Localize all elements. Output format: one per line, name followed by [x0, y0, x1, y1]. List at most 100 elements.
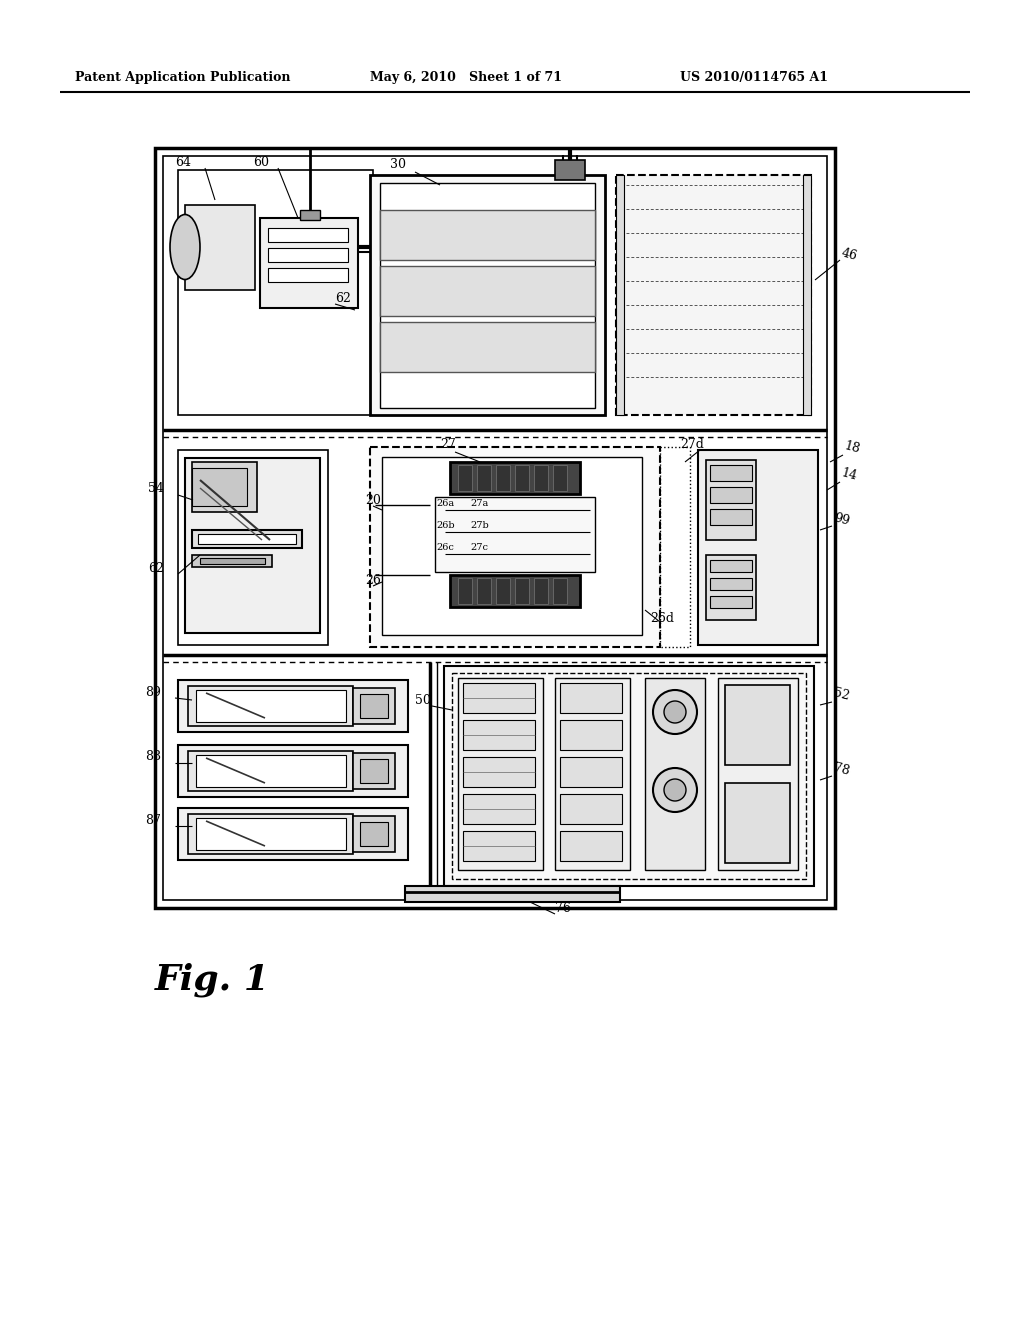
Bar: [178, 170, 373, 414]
Bar: [710, 510, 752, 525]
Bar: [347, 148, 359, 908]
Text: 27a: 27a: [470, 499, 488, 507]
Bar: [343, 148, 362, 908]
Bar: [710, 465, 752, 480]
Text: US 2010/0114765 A1: US 2010/0114765 A1: [680, 71, 828, 84]
Text: 26c: 26c: [436, 543, 454, 552]
Text: 26d: 26d: [650, 611, 674, 624]
Bar: [196, 755, 346, 787]
Bar: [193, 554, 272, 568]
Bar: [268, 228, 348, 242]
Bar: [185, 205, 255, 290]
Bar: [463, 682, 535, 713]
Bar: [560, 756, 622, 787]
Text: Fig. 1: Fig. 1: [155, 962, 270, 997]
Bar: [560, 719, 622, 750]
Bar: [553, 465, 567, 491]
Bar: [463, 795, 535, 824]
Bar: [534, 465, 548, 491]
Circle shape: [653, 690, 697, 734]
Bar: [458, 465, 472, 491]
Bar: [477, 465, 490, 491]
Bar: [178, 450, 328, 645]
Bar: [515, 465, 529, 491]
Bar: [435, 498, 595, 572]
Bar: [370, 176, 605, 414]
Bar: [553, 578, 567, 605]
Bar: [710, 560, 752, 572]
Bar: [496, 465, 510, 491]
Bar: [188, 814, 353, 854]
Bar: [706, 554, 756, 620]
Circle shape: [653, 768, 697, 812]
Circle shape: [664, 701, 686, 723]
Bar: [458, 678, 543, 870]
Bar: [193, 531, 302, 548]
Bar: [515, 578, 529, 605]
Bar: [200, 558, 265, 564]
Bar: [353, 752, 395, 789]
Text: 20: 20: [365, 494, 381, 507]
Bar: [380, 322, 595, 372]
Bar: [444, 667, 814, 886]
Text: 60: 60: [253, 156, 269, 169]
Bar: [725, 783, 790, 863]
Text: 64: 64: [175, 156, 191, 169]
Bar: [360, 822, 388, 846]
Bar: [710, 578, 752, 590]
Text: 27c: 27c: [470, 543, 488, 552]
Bar: [300, 210, 319, 220]
Text: 62: 62: [335, 292, 351, 305]
Bar: [196, 690, 346, 722]
Bar: [370, 447, 660, 647]
Text: 99: 99: [831, 512, 851, 528]
Text: 18: 18: [843, 440, 862, 457]
Bar: [616, 176, 624, 414]
Bar: [185, 458, 319, 634]
Bar: [178, 744, 408, 797]
Bar: [706, 459, 756, 540]
Bar: [718, 678, 798, 870]
Bar: [450, 462, 580, 494]
Bar: [163, 156, 827, 900]
Bar: [463, 756, 535, 787]
Bar: [560, 832, 622, 861]
Bar: [178, 808, 408, 861]
Text: 89: 89: [145, 685, 161, 698]
Bar: [458, 578, 472, 605]
Bar: [178, 680, 408, 733]
Text: 14: 14: [840, 467, 859, 483]
Bar: [382, 457, 642, 635]
Bar: [268, 268, 348, 282]
Bar: [155, 148, 835, 908]
Text: 50: 50: [415, 693, 431, 706]
Bar: [193, 462, 257, 512]
Bar: [198, 535, 296, 544]
Bar: [380, 183, 595, 408]
Text: 27: 27: [440, 438, 456, 451]
Text: 76: 76: [555, 902, 570, 915]
Bar: [260, 218, 358, 308]
Text: 26b: 26b: [436, 520, 455, 529]
Ellipse shape: [170, 214, 200, 280]
Text: May 6, 2010   Sheet 1 of 71: May 6, 2010 Sheet 1 of 71: [370, 71, 562, 84]
Bar: [450, 576, 580, 607]
Bar: [645, 678, 705, 870]
Text: 46: 46: [840, 247, 859, 264]
Bar: [555, 678, 630, 870]
Bar: [555, 160, 585, 180]
Bar: [710, 487, 752, 503]
Bar: [360, 694, 388, 718]
Bar: [193, 469, 247, 506]
Bar: [463, 832, 535, 861]
Bar: [560, 795, 622, 824]
Bar: [496, 578, 510, 605]
Bar: [560, 682, 622, 713]
Bar: [803, 176, 811, 414]
Text: 78: 78: [831, 762, 851, 779]
Bar: [698, 450, 818, 645]
Bar: [616, 176, 811, 414]
Text: 52: 52: [831, 686, 851, 704]
Bar: [268, 248, 348, 261]
Bar: [353, 816, 395, 851]
